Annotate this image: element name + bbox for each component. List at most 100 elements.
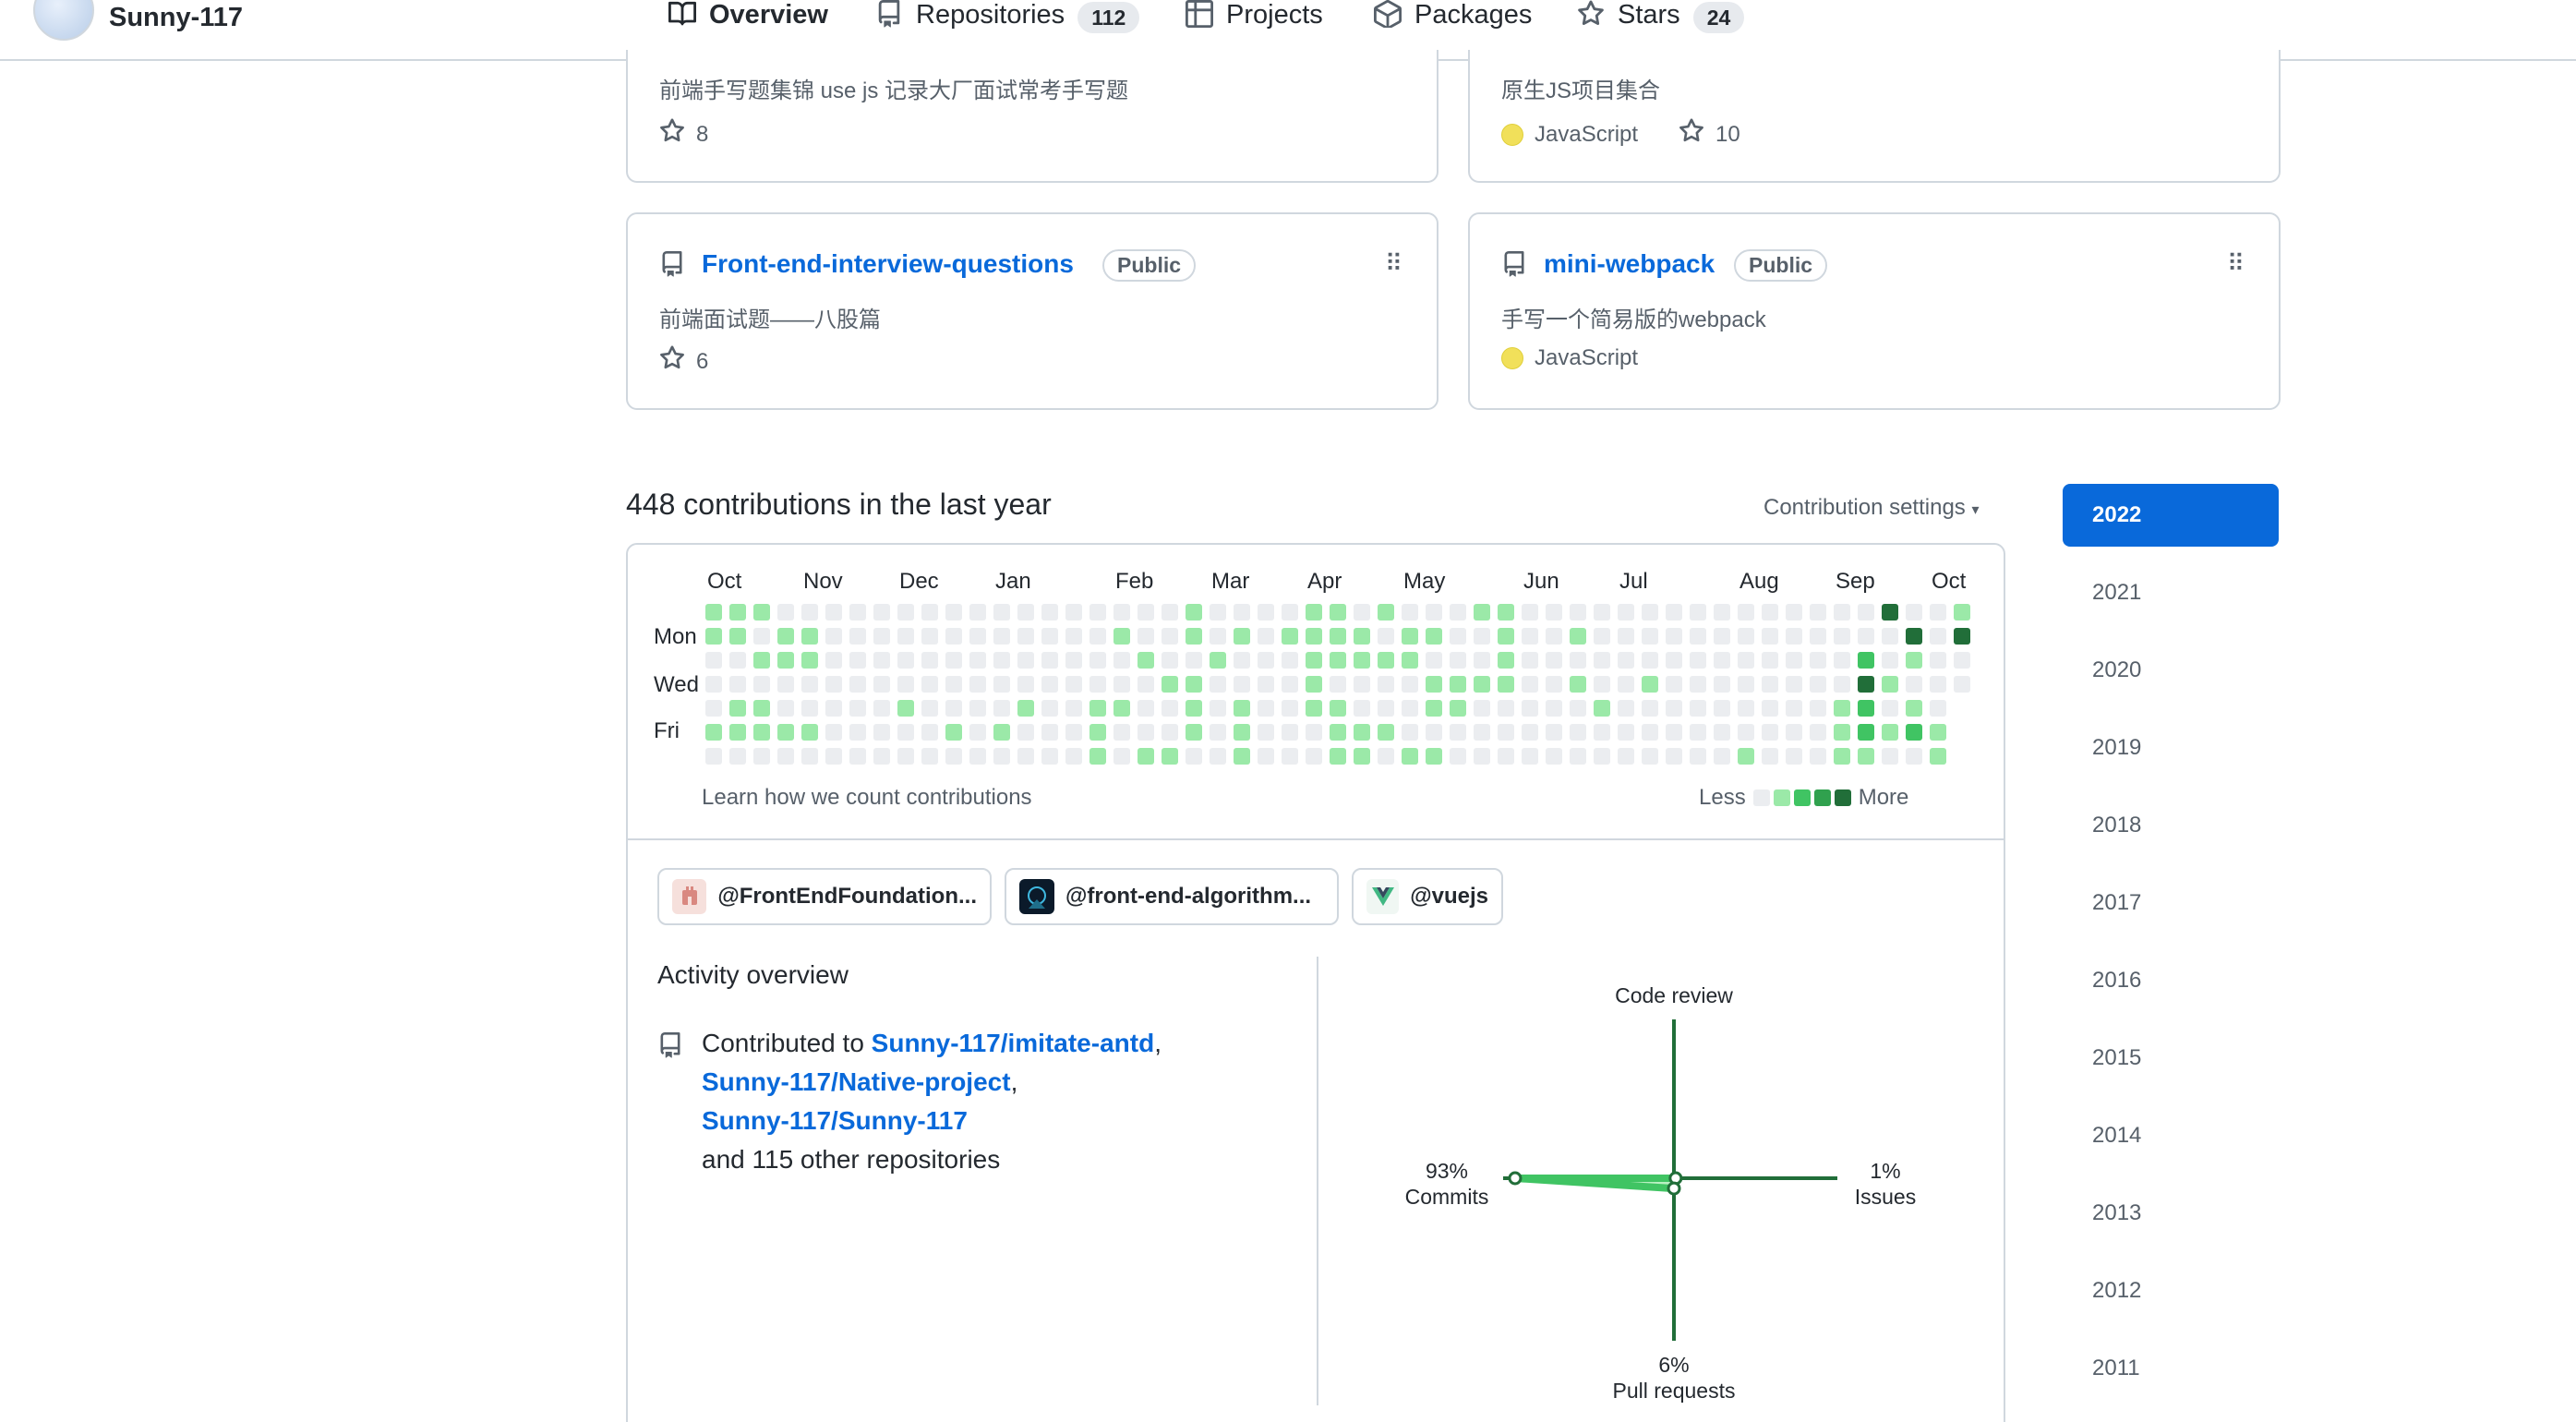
contribution-settings-dropdown[interactable]: Contribution settings ▾ [1763,495,1980,521]
contribution-day-cell[interactable] [1474,748,1490,765]
repo-stars[interactable]: 10 [1715,121,1740,147]
contribution-day-cell[interactable] [777,652,794,669]
contribution-day-cell[interactable] [1089,652,1106,669]
contribution-day-cell[interactable] [1642,700,1658,717]
contribution-day-cell[interactable] [969,676,986,693]
contribution-day-cell[interactable] [1258,676,1274,693]
contribution-day-cell[interactable] [1138,748,1154,765]
contribution-day-cell[interactable] [1282,700,1298,717]
contribution-day-cell[interactable] [1138,628,1154,645]
contribution-day-cell[interactable] [1162,724,1178,741]
contribution-day-cell[interactable] [1113,604,1130,621]
contribution-day-cell[interactable] [1546,724,1562,741]
contribution-day-cell[interactable] [1930,676,1946,693]
contribution-day-cell[interactable] [993,748,1010,765]
contribution-day-cell[interactable] [1306,700,1322,717]
contribution-day-cell[interactable] [1810,724,1826,741]
contribution-day-cell[interactable] [1498,748,1514,765]
contribution-day-cell[interactable] [897,724,914,741]
contribution-day-cell[interactable] [705,652,722,669]
contribution-day-cell[interactable] [1762,628,1778,645]
contribution-day-cell[interactable] [1138,604,1154,621]
contribution-day-cell[interactable] [1065,652,1082,669]
contribution-day-cell[interactable] [1546,652,1562,669]
contribution-day-cell[interactable] [945,748,962,765]
contribution-day-cell[interactable] [1666,652,1682,669]
contribution-day-cell[interactable] [1065,628,1082,645]
contribution-day-cell[interactable] [825,676,842,693]
contribution-day-cell[interactable] [705,676,722,693]
contribution-day-cell[interactable] [1930,628,1946,645]
contribution-day-cell[interactable] [849,676,866,693]
contribution-day-cell[interactable] [1450,700,1466,717]
contribution-day-cell[interactable] [1498,628,1514,645]
year-button-2019[interactable]: 2019 [2092,735,2142,760]
contribution-day-cell[interactable] [849,628,866,645]
contribution-day-cell[interactable] [1234,628,1250,645]
username[interactable]: Sunny-117 [109,3,244,32]
org-filter-vuejs[interactable]: @vuejs [1352,868,1503,925]
contribution-day-cell[interactable] [801,724,818,741]
contribution-day-cell[interactable] [1810,652,1826,669]
contribution-day-cell[interactable] [1786,748,1802,765]
repo-name-link[interactable]: Front-end-interview-questions [702,249,1074,278]
contribution-day-cell[interactable] [1834,676,1850,693]
contribution-day-cell[interactable] [1330,676,1346,693]
contribution-day-cell[interactable] [1354,628,1370,645]
drag-handle-icon[interactable]: ⠿ [1385,249,1402,277]
activity-repo-link[interactable]: Sunny-117/Sunny-117 [702,1106,968,1135]
org-filter-frontendfoundation[interactable]: @FrontEndFoundation... [657,868,992,925]
contribution-day-cell[interactable] [1450,652,1466,669]
contribution-day-cell[interactable] [1354,604,1370,621]
year-button-2013[interactable]: 2013 [2092,1200,2142,1225]
user-avatar[interactable] [33,0,94,41]
contribution-day-cell[interactable] [849,700,866,717]
contribution-day-cell[interactable] [1642,628,1658,645]
contribution-day-cell[interactable] [1041,700,1058,717]
contribution-day-cell[interactable] [1210,628,1226,645]
contribution-day-cell[interactable] [945,604,962,621]
contribution-day-cell[interactable] [729,700,746,717]
contribution-day-cell[interactable] [1642,724,1658,741]
contribution-day-cell[interactable] [777,676,794,693]
contribution-day-cell[interactable] [1258,748,1274,765]
contribution-day-cell[interactable] [1426,724,1442,741]
contribution-day-cell[interactable] [1113,676,1130,693]
contribution-day-cell[interactable] [1522,628,1538,645]
contribution-day-cell[interactable] [1858,604,1874,621]
contribution-day-cell[interactable] [1522,676,1538,693]
contribution-day-cell[interactable] [849,748,866,765]
contribution-day-cell[interactable] [1690,748,1706,765]
repo-stars[interactable]: 6 [696,348,709,374]
contribution-day-cell[interactable] [1570,724,1586,741]
contribution-day-cell[interactable] [1522,604,1538,621]
contribution-day-cell[interactable] [1666,700,1682,717]
contribution-day-cell[interactable] [1017,724,1034,741]
contribution-day-cell[interactable] [777,724,794,741]
contribution-day-cell[interactable] [1258,628,1274,645]
contribution-day-cell[interactable] [1162,652,1178,669]
contribution-day-cell[interactable] [1786,700,1802,717]
tab-repositories[interactable]: Repositories 112 [875,0,1140,59]
contribution-day-cell[interactable] [1738,628,1754,645]
contribution-day-cell[interactable] [825,724,842,741]
contribution-day-cell[interactable] [1762,748,1778,765]
contribution-day-cell[interactable] [1138,652,1154,669]
contribution-day-cell[interactable] [1210,604,1226,621]
contribution-day-cell[interactable] [1906,724,1922,741]
contribution-day-cell[interactable] [873,724,890,741]
contribution-day-cell[interactable] [1594,628,1610,645]
year-button-2012[interactable]: 2012 [2092,1278,2142,1303]
contribution-day-cell[interactable] [1810,604,1826,621]
contribution-day-cell[interactable] [1762,676,1778,693]
contribution-day-cell[interactable] [1354,724,1370,741]
contribution-day-cell[interactable] [1498,604,1514,621]
contribution-day-cell[interactable] [873,628,890,645]
contribution-day-cell[interactable] [1594,676,1610,693]
contribution-day-cell[interactable] [1810,748,1826,765]
contribution-day-cell[interactable] [1330,748,1346,765]
contribution-day-cell[interactable] [1498,676,1514,693]
repo-name-link[interactable]: mini-webpack [1544,249,1715,278]
contribution-day-cell[interactable] [1234,748,1250,765]
contribution-day-cell[interactable] [1570,748,1586,765]
